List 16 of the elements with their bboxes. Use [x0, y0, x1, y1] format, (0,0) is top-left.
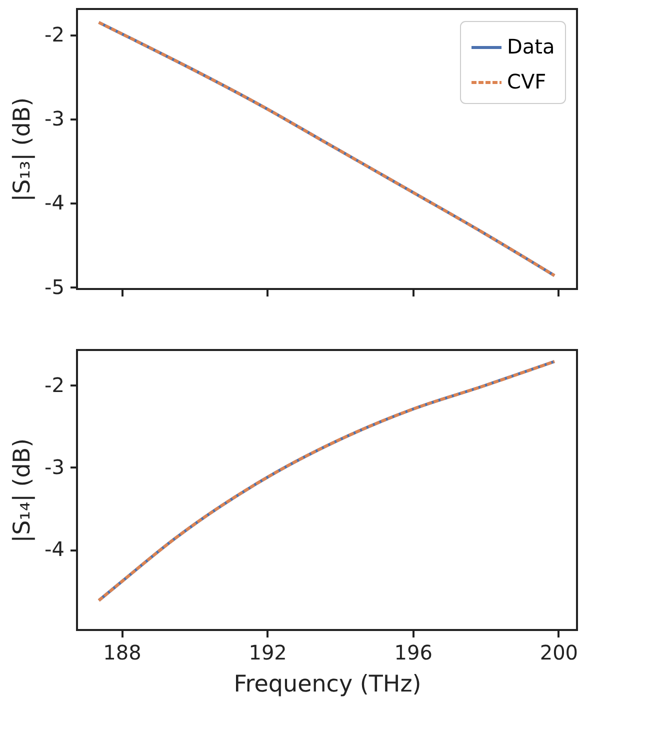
y-axis-title: |S₁₃| (dB) [10, 97, 36, 202]
y-tick-label: -5 [44, 274, 64, 299]
x-tick-label: 196 [394, 640, 432, 664]
y-tick-label: -2 [44, 22, 64, 47]
x-tick-label: 188 [103, 640, 142, 664]
legend-label: Data [507, 34, 555, 58]
x-tick-label: 192 [248, 640, 287, 664]
legend-label: CVF [507, 70, 546, 94]
y-tick-label: -3 [44, 454, 64, 479]
y-tick-label: -4 [44, 190, 64, 215]
y-tick-label: -3 [44, 106, 64, 131]
x-axis-title: Frequency (THz) [234, 672, 422, 698]
y-tick-label: -4 [44, 537, 64, 562]
x-tick-label: 200 [540, 640, 578, 664]
y-axis-title: |S₁₄| (dB) [10, 438, 36, 543]
y-tick-label: -2 [44, 372, 64, 397]
